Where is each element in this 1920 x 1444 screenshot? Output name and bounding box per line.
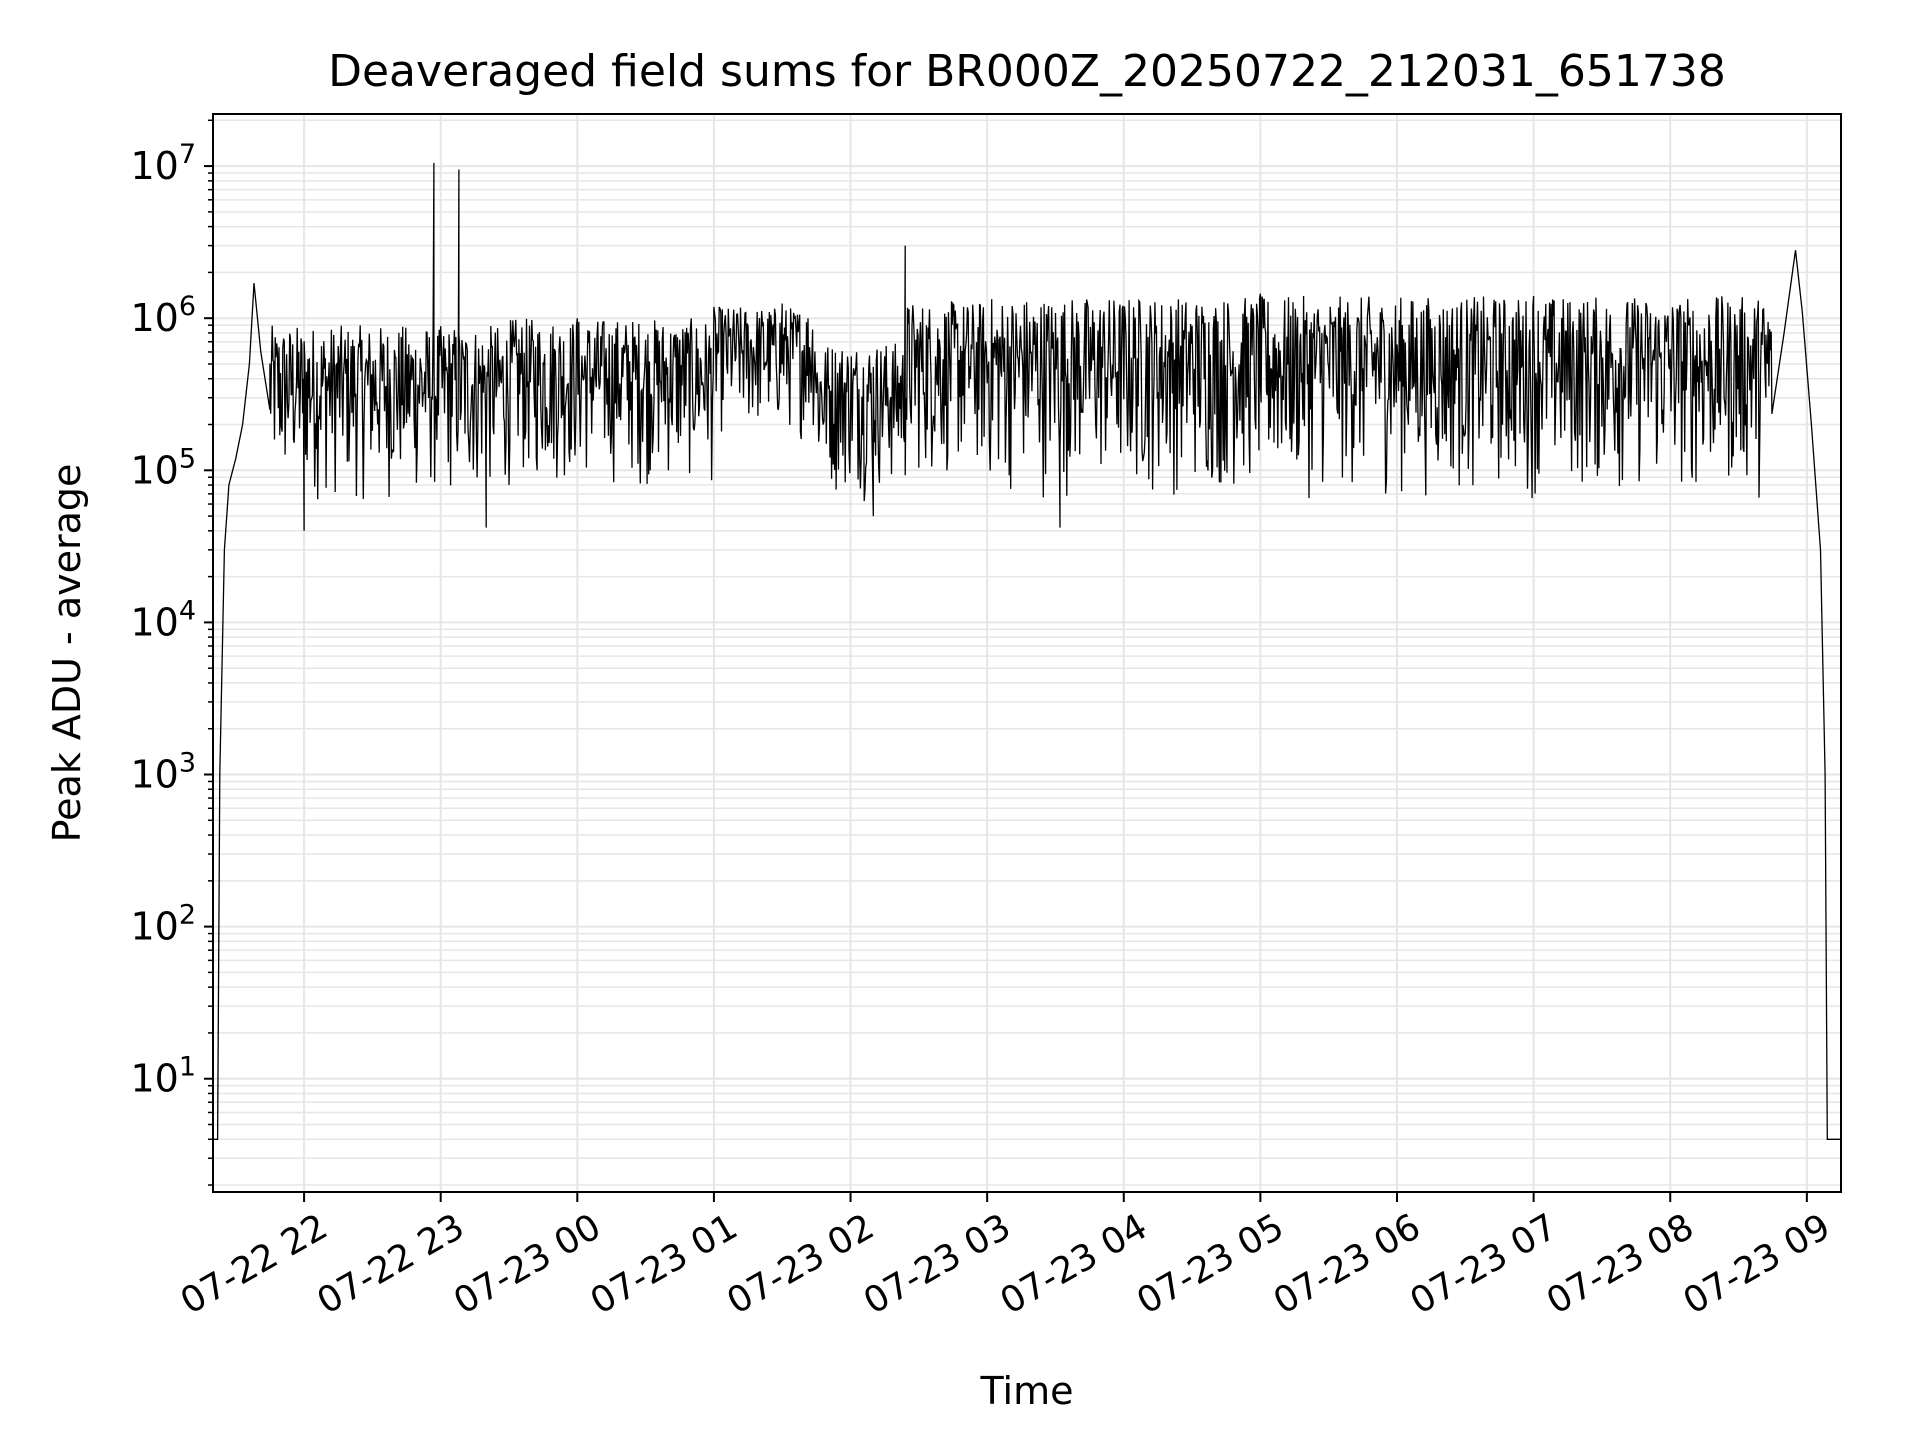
y-tick-label: 107 [130,139,196,188]
y-tick-label: 104 [130,595,196,644]
y-axis: 101 102 103 104 105 106 107 [130,119,213,1186]
y-tick-label: 103 [130,748,196,797]
y-tick-label: 105 [130,443,196,492]
grid [213,114,1841,1192]
y-axis-label: Peak ADU - average [45,464,89,843]
chart-title: Deaveraged field sums for BR000Z_2025072… [328,46,1726,97]
axes-frame [212,113,1842,1193]
x-axis-label: Time [980,1369,1074,1413]
y-tick-label: 106 [130,291,196,340]
y-tick-label: 102 [130,900,196,949]
y-tick-label: 101 [130,1052,196,1101]
series-line [213,162,1841,1140]
series-layer [213,162,1841,1140]
